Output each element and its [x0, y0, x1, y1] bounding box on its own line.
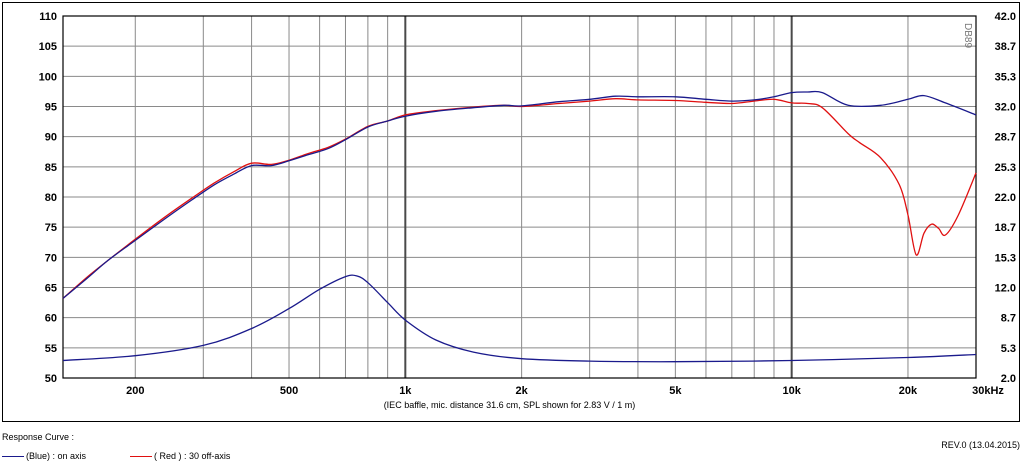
y-tick-label: 95: [45, 102, 57, 114]
y2-tick-label: 2.0: [1001, 373, 1016, 385]
y2-tick-label: 18.7: [995, 222, 1016, 234]
blue-swatch-icon: [2, 456, 24, 458]
y2-tick-label: 15.3: [995, 252, 1016, 264]
y-tick-label: 105: [39, 41, 57, 53]
x-tick-label: 10k: [782, 385, 801, 397]
y-tick-label: 75: [45, 222, 57, 234]
y2-tick-label: 42.0: [995, 11, 1016, 23]
y2-tick-label: 12.0: [995, 283, 1016, 295]
x-tick-label: 5k: [669, 385, 682, 397]
y-tick-label: 110: [39, 11, 57, 23]
side-label: DB89: [962, 23, 973, 48]
legend-item-blue: (Blue) : on axis: [2, 451, 86, 461]
y2-tick-label: 38.7: [995, 41, 1016, 53]
series-group: [62, 90, 977, 363]
x-tick-label: 2k: [515, 385, 528, 397]
red-swatch-icon: [130, 456, 152, 458]
axes: [62, 15, 977, 379]
y-tick-label: 100: [39, 71, 57, 83]
y2-tick-label: 35.3: [995, 71, 1016, 83]
y2-tick-label: 25.3: [995, 162, 1016, 174]
chart-frame: 50 2.0 55 5.3 60 8.7 65 12.0 70 15.3 75 18.7 80 22.0 8…: [2, 2, 1020, 422]
series-line-30-off-axis: [62, 98, 977, 299]
y2-tick-label: 32.0: [995, 102, 1016, 114]
revision-label: REV.0 (13.04.2015): [941, 440, 1020, 450]
y-tick-label: 70: [45, 252, 57, 264]
legend-red-label: ( Red ) : 30 off-axis: [154, 451, 231, 461]
x-tick-label: 500: [280, 385, 298, 397]
y-tick-label: 65: [45, 283, 57, 295]
y-tick-label: 55: [45, 343, 57, 355]
series-line-lower: [62, 274, 977, 363]
frequency-response-chart: 50 2.0 55 5.3 60 8.7 65 12.0 70 15.3 75 18.7 80 22.0 8…: [39, 11, 1016, 410]
y-tick-label: 90: [45, 132, 57, 144]
x-tick-label: 1k: [399, 385, 412, 397]
y2-tick-label: 5.3: [1001, 343, 1016, 355]
series-line-on-axis: [62, 90, 977, 299]
y2-tick-label: 22.0: [995, 192, 1016, 204]
y-tick-label: 60: [45, 313, 57, 325]
measurement-note: (IEC baffle, mic. distance 31.6 cm, SPL …: [384, 400, 636, 410]
grid: [63, 15, 977, 379]
y-tick-label: 80: [45, 192, 57, 204]
y-tick-label: 50: [45, 373, 57, 385]
y-tick-label: 85: [45, 162, 57, 174]
legend-title: Response Curve :: [2, 432, 75, 442]
y2-tick-label: 28.7: [995, 132, 1016, 144]
y2-tick-label: 8.7: [1001, 313, 1016, 325]
tick-labels: 50 2.0 55 5.3 60 8.7 65 12.0 70 15.3 75 18.7 80 22.0 8…: [39, 11, 1016, 397]
x-tick-label: 20k: [899, 385, 918, 397]
legend-blue-label: (Blue) : on axis: [26, 451, 87, 461]
plot-border: [62, 15, 977, 379]
x-tick-label: 200: [126, 385, 144, 397]
x-tick-label: 30kHz: [972, 385, 1004, 397]
legend-item-red: ( Red ) : 30 off-axis: [130, 451, 230, 461]
